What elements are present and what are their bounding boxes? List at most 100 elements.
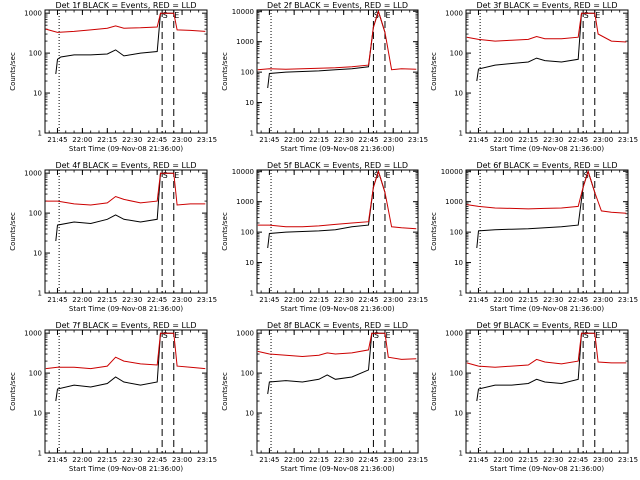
panel-det-1: Det 1f BLACK = Events, RED = LLD 1 10 100 10…: [9, 1, 217, 153]
y-tick-label: 100: [450, 370, 463, 378]
x-tick-label: 21:45: [47, 296, 67, 304]
series-line-red: [257, 332, 417, 360]
y-tick-label: 10: [33, 250, 42, 258]
plot-frame: [465, 169, 629, 294]
y-tick-label: 1000: [24, 10, 42, 18]
x-tick-label: 23:15: [197, 296, 217, 304]
x-tick-label: 22:30: [543, 296, 563, 304]
marker-label: S: [584, 11, 589, 20]
y-tick-label: 10: [245, 259, 254, 267]
x-tick-label: 22:00: [284, 456, 304, 464]
x-tick-label: 22:15: [518, 456, 538, 464]
y-tick-label: 10: [245, 410, 254, 418]
y-tick-label: 1: [459, 290, 463, 298]
y-tick-label: 1: [459, 450, 463, 458]
x-tick-label: 22:30: [334, 296, 354, 304]
marker-label: E: [595, 331, 600, 340]
x-tick-label: 22:00: [284, 296, 304, 304]
panel-det-5: Det 5f BLACK = Events, RED = LLD 1 10 100 10…: [221, 161, 428, 313]
x-tick-label: 22:15: [518, 136, 538, 144]
plot-frame: [256, 169, 419, 294]
series-line-black: [267, 170, 386, 249]
y-tick-label: 1000: [236, 198, 254, 206]
x-tick-label: 23:15: [408, 456, 428, 464]
y-tick-label: 100: [241, 370, 254, 378]
x-tick-label: 22:45: [358, 456, 378, 464]
x-tick-label: 22:00: [72, 296, 92, 304]
x-tick-label: 23:15: [618, 296, 638, 304]
x-tick-label: 23:15: [408, 296, 428, 304]
x-tick-label: 21:45: [468, 296, 488, 304]
series-line-red: [45, 332, 206, 370]
y-tick-label: 10: [33, 90, 42, 98]
x-tick-label: 22:30: [543, 456, 563, 464]
x-tick-label: 22:00: [493, 456, 513, 464]
y-tick-label: 100: [29, 50, 42, 58]
y-tick-label: 1000: [445, 198, 463, 206]
x-tick-label: 21:45: [468, 456, 488, 464]
y-axis-label: Counts/sec: [9, 372, 17, 411]
x-tick-label: 22:00: [493, 296, 513, 304]
y-tick-label: 100: [450, 229, 463, 237]
marker-label: S: [163, 331, 168, 340]
panel-title: Det 1f BLACK = Events, RED = LLD: [55, 1, 196, 10]
series-line-black: [55, 332, 174, 402]
panel-det-3: Det 3f BLACK = Events, RED = LLD 1 10 100 10…: [430, 1, 638, 153]
panel-title: Det 7f BLACK = Events, RED = LLD: [55, 321, 196, 330]
x-tick-label: 22:00: [284, 136, 304, 144]
x-tick-label: 23:00: [593, 456, 613, 464]
plot-frame: [465, 329, 629, 454]
series-line-red: [466, 170, 627, 214]
panel-title: Det 5f BLACK = Events, RED = LLD: [267, 161, 408, 170]
y-tick-label: 1000: [236, 330, 254, 338]
x-tick-label: 23:15: [197, 456, 217, 464]
y-tick-label: 10000: [232, 168, 254, 176]
y-axis-label: Counts/sec: [430, 372, 438, 411]
series-line-red: [257, 170, 417, 230]
y-tick-label: 1: [459, 130, 463, 138]
x-tick-label: 22:15: [309, 456, 329, 464]
y-tick-label: 10000: [232, 8, 254, 16]
x-tick-label: 22:45: [147, 296, 167, 304]
marker-label: E: [174, 331, 179, 340]
x-tick-label: 23:15: [618, 136, 638, 144]
x-tick-label: 23:00: [593, 136, 613, 144]
marker-label: E: [174, 171, 179, 180]
x-tick-label: 23:15: [618, 456, 638, 464]
x-tick-label: 22:45: [568, 136, 588, 144]
x-axis-label: Start Time (09-Nov-08 21:36:00): [69, 465, 183, 473]
plot-frame: [465, 9, 629, 134]
marker-label: S: [374, 331, 379, 340]
panel-title: Det 4f BLACK = Events, RED = LLD: [55, 161, 196, 170]
x-tick-label: 22:45: [147, 456, 167, 464]
x-axis-label: Start Time (09-Nov-08 21:36:00): [490, 465, 604, 473]
y-tick-label: 1: [250, 290, 254, 298]
y-tick-label: 1: [250, 130, 254, 138]
y-tick-label: 100: [29, 210, 42, 218]
marker-label: E: [174, 11, 179, 20]
x-axis-label: Start Time (09-Nov-08 21:36:00): [280, 305, 394, 313]
x-tick-label: 23:00: [383, 136, 403, 144]
y-tick-label: 10: [454, 259, 463, 267]
panel-det-2: Det 2f BLACK = Events, RED = LLD 1 10 100 10…: [221, 1, 428, 153]
y-axis-label: Counts/sec: [221, 212, 229, 251]
panel-det-6: Det 6f BLACK = Events, RED = LLD 1 10 100 10…: [430, 161, 638, 313]
x-axis-label: Start Time (09-Nov-08 21:36:00): [490, 145, 604, 153]
marker-label: E: [595, 11, 600, 20]
x-tick-label: 22:45: [358, 296, 378, 304]
y-tick-label: 10: [33, 410, 42, 418]
x-tick-label: 22:00: [72, 456, 92, 464]
series-line-black: [267, 10, 386, 89]
x-tick-label: 22:45: [568, 456, 588, 464]
x-tick-label: 22:30: [334, 456, 354, 464]
plot-frame: [44, 169, 208, 294]
x-tick-label: 23:15: [408, 136, 428, 144]
x-tick-label: 23:15: [197, 136, 217, 144]
y-tick-label: 1000: [445, 330, 463, 338]
panel-title: Det 6f BLACK = Events, RED = LLD: [476, 161, 617, 170]
x-axis-label: Start Time (09-Nov-08 21:36:00): [69, 305, 183, 313]
series-line-red: [466, 332, 627, 368]
x-tick-label: 22:15: [309, 136, 329, 144]
y-tick-label: 10: [454, 410, 463, 418]
